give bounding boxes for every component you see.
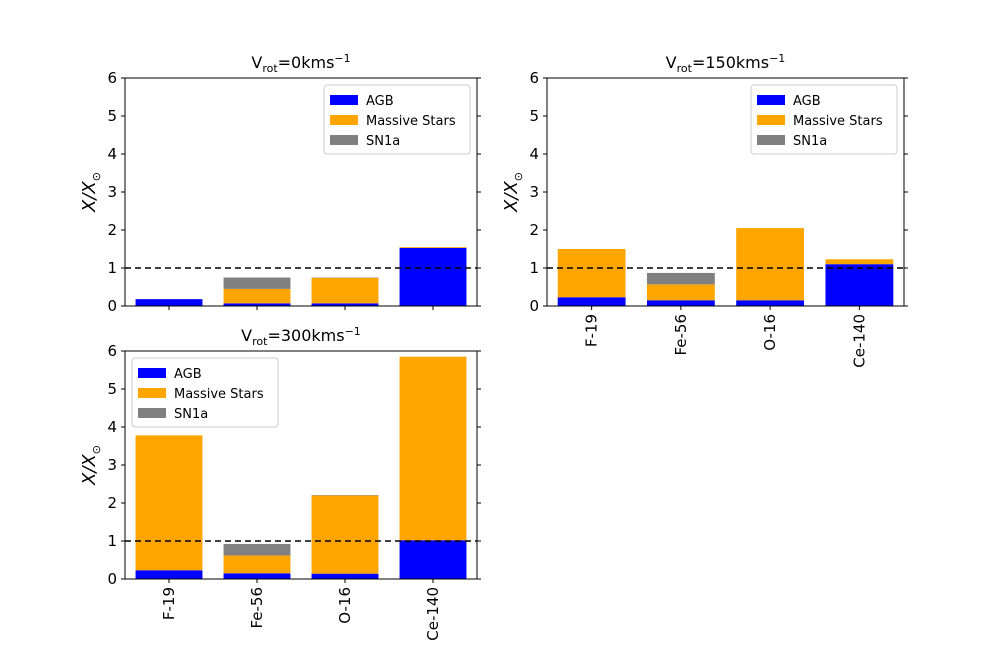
legend-swatch-sn1a [330,135,358,145]
panel-vrot-150: 0 1 2 3 4 5 6 F-19 Fe-56 O-16 Ce-140 Vrot=150kms−1 X… [501,52,908,368]
bar-massive-stars-ce-140 [399,356,467,541]
bar-massive-stars-fe-56 [223,288,291,304]
y-axis-label: X/X⊙ [79,445,103,486]
bar-agb-fe-56 [223,573,291,579]
y-tick-label: 2 [107,221,117,239]
legend-swatch-agb [330,95,358,105]
bar-massive-stars-fe-56 [223,555,291,574]
y-tick-label: 5 [107,380,117,398]
bar-massive-stars-fe-56 [646,284,715,301]
chart-title: Vrot=0kms−1 [251,52,350,75]
legend-swatch-massive-stars [138,388,166,398]
bar-massive-stars-o-16 [311,277,379,304]
panel-vrot-300: 0 1 2 3 4 5 6 F-19 Fe-56 O-16 Ce-140 Vrot=300kms−1 X… [79,325,481,641]
bar-sn1a-fe-56 [223,544,291,556]
legend-frame [750,84,898,155]
y-tick-label: 6 [107,342,117,360]
x-tick-label-o-16: O-16 [761,314,779,351]
y-tick-label: 5 [107,107,117,125]
bar-massive-stars-ce-140 [399,247,467,248]
legend-label-sn1a: SN1a [793,134,827,149]
legend: AGB Massive Stars SN1a [131,357,279,428]
legend-label-sn1a: SN1a [174,407,208,422]
panel-vrot-0: 0 1 2 3 4 5 6 Vrot=0kms−1 X/X⊙ AGB Massive Stars SN… [79,52,481,315]
legend-swatch-agb [757,95,785,105]
y-tick-label: 0 [107,570,117,588]
y-tick-label: 5 [529,107,539,125]
legend-label-agb: AGB [793,94,821,109]
bar-agb-ce-140 [825,264,894,306]
y-tick-label: 6 [529,69,539,87]
legend-swatch-massive-stars [330,115,358,125]
legend-frame [323,84,471,155]
x-tick-label-f-19: F-19 [583,314,601,347]
chart-title: Vrot=150kms−1 [666,52,786,75]
y-tick-label: 1 [107,532,117,550]
y-tick-label: 3 [107,456,117,474]
y-tick-label: 6 [107,69,117,87]
bar-massive-stars-o-16 [311,495,379,574]
legend-label-agb: AGB [174,367,202,382]
bar-massive-stars-ce-140 [825,259,894,265]
bar-massive-stars-f-19 [135,435,203,571]
legend-swatch-sn1a [138,408,166,418]
chart-title: Vrot=300kms−1 [241,325,361,348]
bar-sn1a-fe-56 [646,272,715,285]
legend: AGB Massive Stars SN1a [750,84,898,155]
bar-massive-stars-f-19 [557,249,626,298]
x-tick-label-fe-56: Fe-56 [248,587,266,629]
legend-swatch-massive-stars [757,115,785,125]
y-axis-label: X/X⊙ [79,172,103,213]
bar-agb-ce-140 [399,540,467,579]
y-tick-label: 1 [529,259,539,277]
legend-frame [131,357,279,428]
y-tick-label: 4 [107,145,117,163]
bar-agb-o-16 [311,303,379,306]
y-tick-label: 3 [529,183,539,201]
x-tick-label-o-16: O-16 [336,587,354,624]
x-tick-label-f-19: F-19 [160,587,178,620]
bar-agb-fe-56 [223,303,291,306]
y-tick-label: 4 [529,145,539,163]
x-tick-label-ce-140: Ce-140 [424,587,442,641]
bar-agb-o-16 [311,573,379,579]
bar-agb-f-19 [135,299,203,306]
legend-label-massive-stars: Massive Stars [793,114,883,129]
y-tick-label: 4 [107,418,117,436]
legend: AGB Massive Stars SN1a [323,84,471,155]
y-tick-label: 3 [107,183,117,201]
bar-sn1a-fe-56 [223,277,291,289]
y-axis-label: X/X⊙ [501,172,525,213]
bar-agb-ce-140 [399,247,467,306]
bar-agb-fe-56 [646,300,715,306]
legend-label-massive-stars: Massive Stars [366,114,456,129]
legend-label-agb: AGB [366,94,394,109]
y-tick-label: 0 [107,297,117,315]
bar-agb-f-19 [557,297,626,306]
legend-label-sn1a: SN1a [366,134,400,149]
y-tick-label: 0 [529,297,539,315]
bar-agb-o-16 [736,300,805,306]
y-tick-label: 2 [107,494,117,512]
legend-swatch-sn1a [757,135,785,145]
bar-massive-stars-o-16 [736,228,805,301]
bar-agb-f-19 [135,570,203,579]
x-tick-label-ce-140: Ce-140 [850,314,868,368]
y-tick-label: 1 [107,259,117,277]
legend-label-massive-stars: Massive Stars [174,387,264,402]
legend-swatch-agb [138,368,166,378]
y-tick-label: 2 [529,221,539,239]
x-tick-label-fe-56: Fe-56 [672,314,690,356]
